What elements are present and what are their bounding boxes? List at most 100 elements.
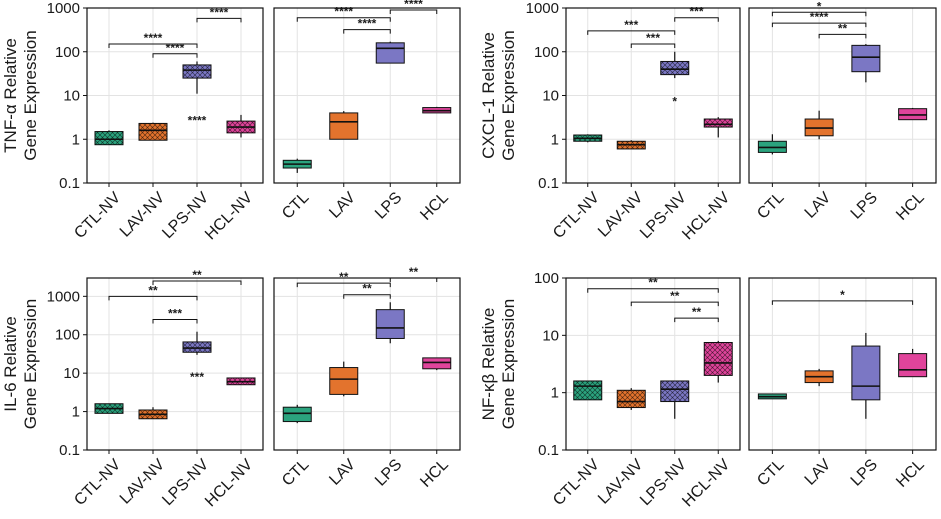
x-tick-label: HCL bbox=[893, 189, 928, 224]
y-tick-label: 1 bbox=[551, 131, 559, 148]
box-lps-nv bbox=[660, 380, 690, 419]
box bbox=[375, 42, 405, 64]
y-tick-label: 0.1 bbox=[59, 442, 80, 459]
box bbox=[282, 406, 312, 423]
box-ctl-nv bbox=[94, 403, 124, 414]
significance-label: **** bbox=[188, 113, 207, 127]
significance-label: ** bbox=[148, 283, 158, 297]
significance-bracket bbox=[108, 43, 198, 49]
significance-bracket bbox=[771, 300, 914, 305]
y-tick-label: 10 bbox=[542, 327, 559, 344]
significance-bracket bbox=[389, 277, 438, 282]
panel-frame bbox=[273, 277, 461, 451]
significance-bracket bbox=[818, 33, 867, 39]
box bbox=[851, 345, 881, 401]
box-lav bbox=[804, 110, 834, 140]
box bbox=[375, 309, 405, 339]
y-tick-label: 100 bbox=[55, 327, 80, 344]
significance-bracket bbox=[152, 53, 198, 58]
chart-nfkb: NF-κβ Relative Gene Expression 0.1 1 10 100 CT… bbox=[479, 270, 937, 510]
significance-label: ** bbox=[838, 21, 848, 35]
panel-cxcl1-2: CTL LAV LPS HCL******* bbox=[748, 0, 937, 224]
box-hcl-nv bbox=[226, 377, 256, 386]
box-pattern bbox=[660, 61, 689, 75]
x-tick-label: LPS bbox=[848, 189, 881, 222]
panel-il6-2: CTL LAV LPS HCL ** ** ** bbox=[273, 265, 461, 491]
significance-label: ** bbox=[192, 268, 202, 282]
box-pattern bbox=[183, 64, 211, 79]
box-ctl-nv bbox=[573, 380, 603, 401]
significance-label: **** bbox=[810, 10, 829, 24]
box-lps bbox=[375, 302, 405, 344]
significance-bracket bbox=[389, 9, 438, 15]
box-hcl bbox=[422, 357, 452, 371]
y-tick-label: 1000 bbox=[47, 288, 80, 305]
y-tick-label: 10 bbox=[63, 365, 80, 382]
significance-label: *** bbox=[689, 5, 703, 19]
box bbox=[329, 367, 359, 395]
chart-cxcl1: CXCL-1 Relative Gene Expression 0.1 1 10 100 1… bbox=[479, 0, 937, 243]
significance-label: * bbox=[840, 288, 845, 302]
box-pattern bbox=[139, 123, 167, 141]
x-tick-label: LAV bbox=[802, 456, 835, 489]
y-tick-label: 10 bbox=[542, 88, 559, 105]
box-ctl-nv bbox=[94, 130, 124, 146]
panel-frame bbox=[748, 7, 937, 184]
significance-label: * bbox=[672, 95, 677, 109]
y-axis-label: TNF-α Relative bbox=[1, 38, 20, 153]
y-axis-label: Gene Expression bbox=[499, 30, 518, 160]
significance-label: *** bbox=[646, 31, 660, 45]
panel-frame bbox=[86, 277, 264, 451]
box-pattern bbox=[617, 390, 646, 408]
x-tick-label: LAV bbox=[802, 189, 835, 222]
box-pattern bbox=[704, 342, 733, 376]
x-tick-label: LAV bbox=[326, 456, 359, 489]
significance-label: **** bbox=[166, 41, 185, 55]
significance-bracket bbox=[296, 17, 391, 22]
y-axis-label: Gene Expression bbox=[21, 299, 40, 429]
box-hcl bbox=[898, 107, 928, 121]
box-lav-nv bbox=[138, 122, 168, 141]
y-tick-label: 100 bbox=[534, 270, 559, 287]
box-hcl-nv bbox=[226, 114, 256, 138]
chart-il6: IL-6 Relative Gene Expression 0.1 1 10 100 100… bbox=[1, 265, 461, 510]
x-tick-label: CTL bbox=[754, 456, 787, 489]
y-tick-label: 1000 bbox=[526, 0, 559, 17]
significance-label: * bbox=[817, 0, 822, 13]
box-ctl bbox=[282, 404, 312, 424]
panel-cxcl1-1: 0.11101001000CTL-NVLAV-NVLPS-NVHCL-NV***… bbox=[526, 0, 741, 243]
box-lps bbox=[375, 41, 405, 64]
box-ctl bbox=[282, 158, 312, 173]
panel-frame bbox=[273, 7, 461, 184]
significance-bracket bbox=[630, 301, 719, 307]
significance-bracket bbox=[587, 30, 676, 35]
y-axis-label: NF-κβ Relative bbox=[479, 308, 498, 421]
y-tick-label: 1 bbox=[72, 404, 80, 421]
box-pattern bbox=[183, 341, 211, 353]
y-tick-label: 1000 bbox=[47, 0, 80, 17]
y-axis-label: CXCL-1 Relative bbox=[479, 32, 498, 159]
box-lav-nv bbox=[138, 407, 168, 420]
x-tick-label: LPS bbox=[372, 456, 405, 489]
panel-frame bbox=[748, 277, 937, 451]
box-lav bbox=[329, 361, 359, 397]
panel-nfkb-2: CTL LAV LPS HCL * bbox=[748, 277, 937, 491]
panel-tnf-2: CTL LAV LPS HCL **** **** **** bbox=[273, 0, 461, 224]
significance-bracket bbox=[196, 17, 242, 23]
box-hcl bbox=[898, 348, 928, 378]
y-axis-label: Gene Expression bbox=[21, 30, 40, 160]
x-tick-label: LAV-NV bbox=[117, 456, 169, 508]
box-ctl bbox=[757, 393, 787, 400]
x-tick-label: CTL-NV bbox=[71, 189, 124, 242]
x-tick-label: HCL-NV bbox=[202, 189, 256, 243]
significance-bracket bbox=[674, 317, 719, 323]
y-tick-label: 100 bbox=[55, 44, 80, 61]
panel-tnf-1: 0.11101001000CTL-NVLAV-NVLPS-NVHCL-NV***… bbox=[47, 0, 264, 243]
significance-label: **** bbox=[358, 17, 377, 31]
panel-frame bbox=[565, 277, 741, 451]
box-lps-nv bbox=[182, 331, 212, 355]
box-lav-nv bbox=[616, 140, 646, 150]
box-ctl bbox=[757, 134, 787, 155]
box-pattern bbox=[95, 131, 123, 145]
box bbox=[422, 357, 452, 370]
